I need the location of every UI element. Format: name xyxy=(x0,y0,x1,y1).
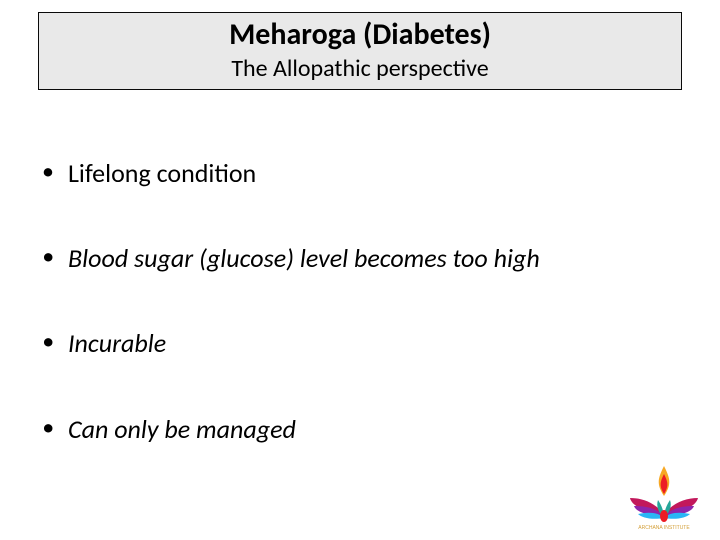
bullet-text: Blood sugar (glucose) level becomes too … xyxy=(68,242,540,274)
svg-text:ARCHANA INSTITUTE: ARCHANA INSTITUTE xyxy=(638,525,690,531)
header-box: Meharoga (Diabetes) The Allopathic persp… xyxy=(38,12,682,90)
slide-title: Meharoga (Diabetes) xyxy=(39,17,681,53)
bullet-item: Blood sugar (glucose) level becomes too … xyxy=(40,243,680,274)
logo-icon: ARCHANA INSTITUTE xyxy=(624,462,704,532)
slide-subtitle: The Allopathic perspective xyxy=(39,55,681,84)
bullet-text: Incurable xyxy=(68,327,166,359)
bullet-item: Can only be managed xyxy=(40,414,680,445)
bullet-item: Lifelong condition xyxy=(40,158,680,189)
bullet-item: Incurable xyxy=(40,328,680,359)
bullet-list: Lifelong condition Blood sugar (glucose)… xyxy=(40,158,680,499)
bullet-text: Can only be managed xyxy=(68,413,296,445)
bullet-text: Lifelong condition xyxy=(68,157,256,189)
